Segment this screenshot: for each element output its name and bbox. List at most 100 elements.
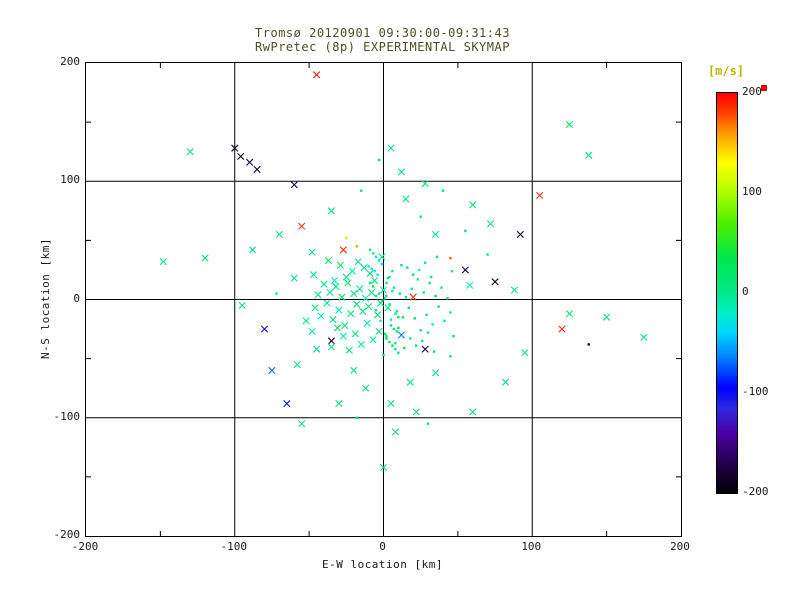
- scatter-point-x: [186, 148, 194, 156]
- scatter-point-x: [379, 286, 388, 294]
- scatter-point-x: [360, 263, 368, 272]
- scatter-point-x: [283, 399, 291, 408]
- scatter-point-x: [353, 300, 361, 308]
- scatter-point-dot: [391, 344, 394, 347]
- scatter-point-dot: [404, 295, 408, 299]
- scatter-point-x: [348, 267, 356, 275]
- scatter-point-x: [341, 321, 349, 330]
- scatter-point-x: [327, 337, 336, 345]
- scatter-point-dot: [449, 256, 452, 260]
- scatter-point-dot: [376, 273, 379, 276]
- scatter-point-dot: [355, 245, 358, 248]
- scatter-point-dot: [431, 323, 434, 326]
- scatter-point-x: [378, 253, 386, 261]
- y-tick-label: -100: [53, 409, 81, 423]
- scatter-point-dot: [386, 277, 390, 280]
- scatter-point-x: [536, 191, 544, 200]
- scatter-point-dot: [392, 286, 396, 289]
- scatter-point-x: [350, 289, 358, 298]
- scatter-point-x: [238, 301, 246, 310]
- scatter-point-dot: [388, 303, 391, 306]
- scatter-point-dot: [345, 236, 348, 240]
- scatter-point-dot: [443, 319, 446, 322]
- scatter-point-dot: [377, 292, 381, 295]
- scatter-point-dot: [422, 291, 425, 294]
- scatter-point-x: [362, 384, 370, 392]
- scatter-point-dot: [426, 422, 430, 425]
- scatter-point-x: [387, 399, 395, 408]
- scatter-point-x: [290, 274, 298, 282]
- scatter-point-dot: [370, 267, 373, 270]
- scatter-point-x: [368, 288, 376, 296]
- scatter-point-dot: [415, 344, 418, 347]
- scatter-point-dot: [382, 353, 385, 357]
- scatter-point-dot: [389, 318, 393, 321]
- scatter-point-x: [357, 340, 365, 349]
- scatter-point-dot: [423, 261, 427, 265]
- scatter-point-x: [335, 399, 343, 408]
- scatter-point-x: [412, 408, 420, 416]
- scatter-point-x: [397, 331, 405, 339]
- scatter-point-x: [326, 288, 334, 296]
- scatter-point-dot: [452, 334, 455, 338]
- x-axis-label: E-W location [km]: [321, 558, 444, 571]
- scatter-point-dot: [392, 327, 396, 331]
- scatter-point-x: [308, 327, 316, 336]
- scatter-point-dot: [412, 273, 415, 276]
- scatter-point-dot: [383, 297, 387, 300]
- scatter-point-dot: [397, 351, 400, 354]
- colorbar-units-label: [m/s]: [707, 64, 745, 78]
- scatter-point-x: [391, 428, 399, 436]
- x-tick-label: 200: [670, 540, 690, 553]
- scatter-point-dot: [410, 287, 413, 291]
- scatter-point-x: [268, 366, 276, 375]
- scatter-point-x: [308, 248, 316, 256]
- y-tick-label: -200: [53, 528, 81, 541]
- colorbar-tick-label: 0: [742, 285, 749, 298]
- scatter-point-x: [379, 463, 388, 472]
- scatter-point-dot: [398, 292, 402, 295]
- scatter-point-x: [339, 332, 347, 340]
- scatter-point-x: [311, 304, 319, 312]
- x-tick-label: 0: [379, 540, 386, 553]
- scatter-point-dot: [374, 308, 378, 312]
- scatter-point-x: [314, 291, 322, 299]
- scatter-point-x: [351, 330, 359, 338]
- scatter-point-x: [354, 258, 362, 266]
- scatter-point-x: [375, 327, 383, 336]
- scatter-point-x: [366, 269, 374, 278]
- chart-title: Tromsø 20120901 09:30:00-09:31:43: [255, 26, 510, 40]
- scatter-point-dot: [371, 285, 375, 288]
- scatter-point-x: [466, 281, 474, 289]
- scatter-point-x: [387, 144, 395, 152]
- scatter-point-dot: [385, 334, 388, 338]
- scatter-point-x: [339, 246, 347, 254]
- scatter-point-dot: [388, 340, 391, 344]
- scatter-plot-canvas: [86, 63, 681, 536]
- scatter-point-dot: [380, 262, 384, 266]
- y-tick-label: 200: [60, 55, 80, 68]
- scatter-point-dot: [449, 355, 452, 358]
- scatter-point-x: [363, 319, 371, 327]
- scatter-point-dot: [450, 269, 454, 273]
- scatter-point-dot: [373, 269, 376, 273]
- scatter-point-x: [469, 201, 477, 209]
- scatter-point-x: [369, 336, 377, 344]
- scatter-point-x: [237, 152, 245, 161]
- scatter-point-x: [333, 324, 341, 332]
- scatter-point-x: [231, 144, 239, 152]
- scatter-point-x: [421, 345, 429, 353]
- scatter-point-dot: [441, 189, 445, 192]
- scatter-point-x: [461, 266, 469, 274]
- scatter-point-dot: [434, 294, 437, 298]
- scatter-point-x: [302, 317, 310, 325]
- scatter-point-x: [329, 316, 337, 324]
- scatter-point-dot: [389, 324, 393, 327]
- scatter-point-x: [293, 360, 301, 369]
- scatter-point-x: [298, 222, 306, 230]
- scatter-point-x: [312, 71, 321, 79]
- scatter-point-dot: [394, 312, 397, 315]
- scatter-point-dot: [426, 331, 430, 334]
- scatter-point-x: [603, 313, 611, 321]
- scatter-point-x: [246, 158, 254, 166]
